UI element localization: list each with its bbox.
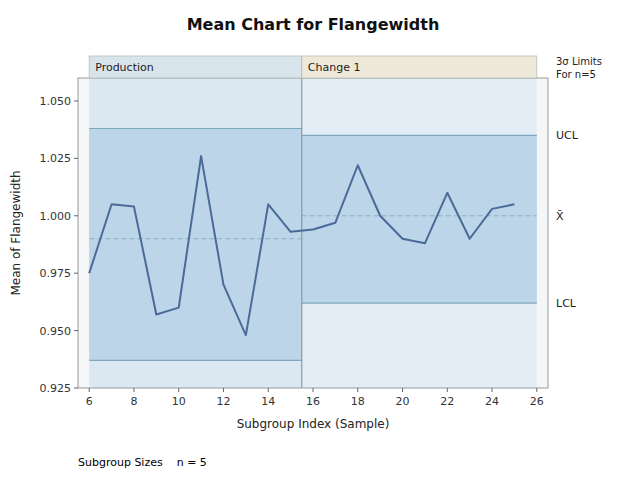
x-tick-label: 20	[396, 395, 410, 408]
center-line	[89, 238, 302, 239]
x-tick-label: 24	[485, 395, 499, 408]
control-limit	[302, 302, 537, 303]
x-tick	[178, 388, 179, 392]
phase-background	[89, 78, 302, 388]
x-tick	[447, 388, 448, 392]
x-tick-label: 26	[530, 395, 544, 408]
phase-label: Change 1	[308, 61, 361, 74]
x-tick-label: 12	[216, 395, 230, 408]
y-tick	[74, 158, 78, 159]
x-axis-label: Subgroup Index (Sample)	[237, 417, 390, 431]
y-tick-label: 1.000	[40, 210, 72, 223]
footnote: Subgroup Sizes n = 5	[78, 456, 207, 469]
x-tick	[357, 388, 358, 392]
x-tick-label: 8	[130, 395, 137, 408]
y-tick-label: 0.950	[40, 325, 72, 338]
phase-label: Production	[95, 61, 154, 74]
plot-frame	[78, 78, 548, 388]
control-band	[89, 129, 302, 361]
x-tick	[268, 388, 269, 392]
y-tick	[74, 100, 78, 101]
x-tick	[89, 388, 90, 392]
chart: 6 8 10 12 14 16 18 20 22 24 26 0.925 0.950 0.975 1.000…	[0, 0, 640, 480]
x-tick-label: 10	[172, 395, 186, 408]
y-tick-label: 0.925	[40, 382, 72, 395]
x-tick	[492, 388, 493, 392]
data-line	[89, 156, 514, 335]
annotation: For n=5	[556, 69, 596, 80]
control-limit	[302, 135, 537, 136]
phase-divider	[301, 78, 302, 388]
x-tick	[223, 388, 224, 392]
control-limit	[89, 360, 302, 361]
limit-label: X̄	[556, 210, 564, 223]
x-tick-label: 18	[351, 395, 365, 408]
phase-background	[302, 78, 537, 388]
x-tick-label: 16	[306, 395, 320, 408]
y-axis-label: Mean of Flangewidth	[9, 170, 23, 295]
y-tick	[74, 273, 78, 274]
title: Mean Chart for Flangewidth	[187, 15, 440, 34]
phase-header	[302, 56, 537, 78]
y-tick-label: 1.050	[40, 95, 72, 108]
x-tick-label: 14	[261, 395, 275, 408]
limit-label: UCL	[556, 129, 579, 142]
phase-header	[89, 56, 302, 78]
x-tick-label: 22	[440, 395, 454, 408]
y-tick-label: 1.025	[40, 152, 72, 165]
x-tick-label: 6	[86, 395, 93, 408]
plot-area	[89, 78, 537, 388]
y-tick	[74, 330, 78, 331]
y-tick-label: 0.975	[40, 267, 72, 280]
x-tick	[536, 388, 537, 392]
x-tick	[313, 388, 314, 392]
x-tick	[133, 388, 134, 392]
plot-background	[78, 78, 548, 388]
limit-label: LCL	[556, 297, 577, 310]
control-limit	[89, 128, 302, 129]
annotation: 3σ Limits	[556, 56, 602, 67]
y-tick	[74, 388, 78, 389]
x-tick	[402, 388, 403, 392]
y-tick	[74, 215, 78, 216]
